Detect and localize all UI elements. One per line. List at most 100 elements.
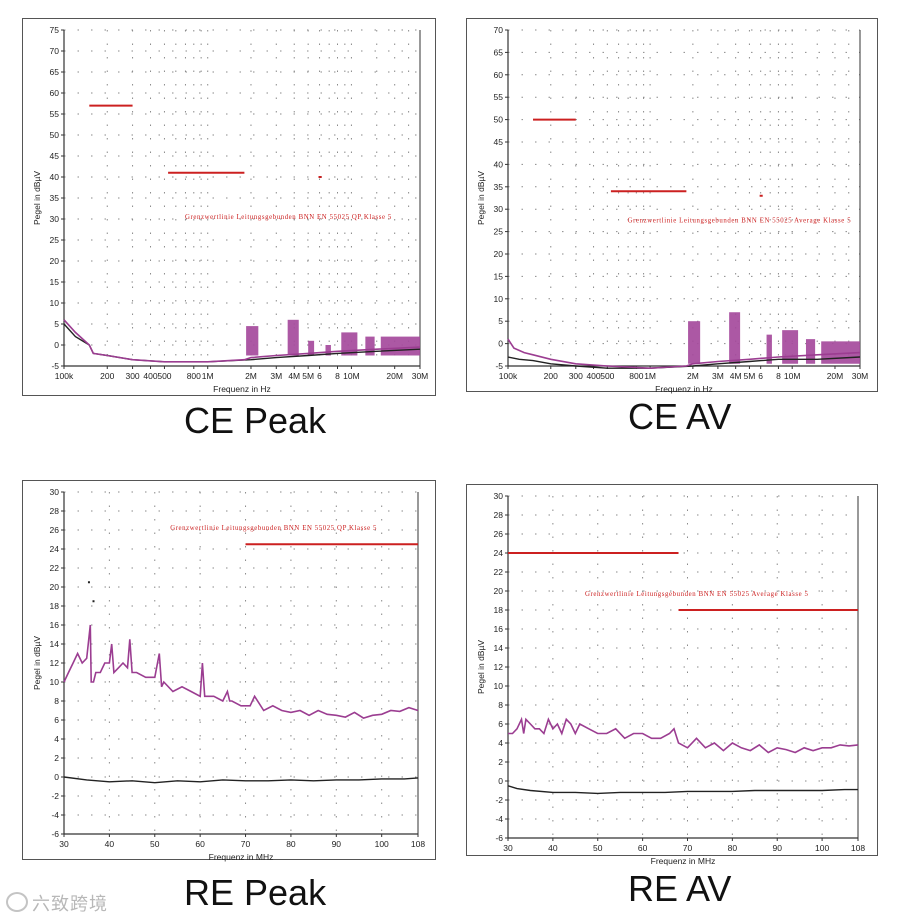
y-tick-label: 25 bbox=[50, 235, 60, 245]
y-tick-label: 10 bbox=[494, 294, 504, 304]
series-peak bbox=[63, 624, 419, 719]
chart-panel-re-av: -6 -4 -2 0 2 4 6 8 10 12 14 16 18 20 22 24 26 28 30 30 40 50 6… bbox=[466, 484, 878, 866]
x-tick-label: 10M bbox=[343, 371, 360, 381]
y-tick-label: -6 bbox=[495, 833, 503, 843]
y-tick-label: 22 bbox=[50, 563, 60, 573]
x-tick-label: 300 bbox=[125, 371, 139, 381]
series-baseline bbox=[63, 776, 419, 784]
y-tick-label: 30 bbox=[494, 491, 504, 501]
x-tick-label: 1M bbox=[644, 371, 656, 381]
x-axis-label: Frequenz in MHz bbox=[651, 856, 716, 866]
y-tick-label: 35 bbox=[494, 182, 504, 192]
y-tick-label: 0 bbox=[54, 772, 59, 782]
y-axis-label: Pegel in dBµV bbox=[476, 171, 486, 225]
caption-re-av: RE AV bbox=[628, 868, 732, 909]
series-baseline bbox=[507, 785, 858, 795]
y-axis-label: Pegel in dBµV bbox=[32, 636, 42, 690]
x-tick-label: 6 bbox=[758, 371, 763, 381]
peak-band bbox=[766, 334, 772, 364]
y-tick-label: 24 bbox=[494, 548, 504, 558]
y-tick-label: 14 bbox=[50, 639, 60, 649]
limit-annotation: Grenzwertlinie Leitungsgebunden BNN EN 5… bbox=[170, 525, 377, 532]
logo-icon bbox=[6, 892, 28, 912]
y-tick-label: -6 bbox=[51, 829, 59, 839]
x-tick-label: 30M bbox=[852, 371, 869, 381]
x-axis-label: Frequenz in Hz bbox=[655, 384, 713, 394]
y-tick-label: 0 bbox=[54, 340, 59, 350]
peak-band bbox=[729, 312, 741, 364]
caption-re-peak: RE Peak bbox=[184, 872, 327, 913]
x-tick-label: 8 bbox=[335, 371, 340, 381]
x-tick-label: 400 bbox=[586, 371, 600, 381]
y-tick-label: 5 bbox=[54, 319, 59, 329]
panel-frame bbox=[466, 484, 878, 856]
y-tick-label: 20 bbox=[494, 586, 504, 596]
y-tick-label: 22 bbox=[494, 567, 504, 577]
x-tick-label: 800 bbox=[187, 371, 201, 381]
panel-frame bbox=[22, 18, 436, 396]
chart-ce-peak: -5 0 5 10 15 20 25 30 35 40 45 50 55 60 65 70 75 100k 200 3… bbox=[22, 18, 436, 396]
y-tick-label: 15 bbox=[494, 271, 504, 281]
y-tick-label: 5 bbox=[498, 316, 503, 326]
x-tick-label: 100k bbox=[499, 371, 518, 381]
y-tick-label: 70 bbox=[494, 25, 504, 35]
y-tick-label: 45 bbox=[50, 151, 60, 161]
y-tick-label: 4 bbox=[498, 738, 503, 748]
chart-panel-ce-peak: -5 0 5 10 15 20 25 30 35 40 45 50 55 60 65 70 75 100k 200 3… bbox=[22, 18, 436, 396]
y-tick-label: 26 bbox=[50, 525, 60, 535]
y-tick-label: 4 bbox=[54, 734, 59, 744]
x-tick-label: 500 bbox=[600, 371, 614, 381]
y-tick-label: -5 bbox=[495, 361, 503, 371]
y-tick-label: 45 bbox=[494, 137, 504, 147]
y-tick-label: 70 bbox=[50, 46, 60, 56]
y-tick-label: 6 bbox=[54, 715, 59, 725]
x-tick-label: 108 bbox=[411, 839, 425, 849]
x-tick-label: 50 bbox=[150, 839, 160, 849]
y-tick-label: 60 bbox=[50, 88, 60, 98]
y-tick-label: 24 bbox=[50, 544, 60, 554]
y-tick-label: -2 bbox=[51, 791, 59, 801]
y-tick-label: -4 bbox=[495, 814, 503, 824]
y-tick-label: 30 bbox=[494, 204, 504, 214]
x-tick-label: 400 bbox=[143, 371, 157, 381]
x-tick-label: 6 bbox=[317, 371, 322, 381]
chart-panel-ce-av: -5 0 5 10 15 20 25 30 35 40 45 50 55 60 65 70 100k 200 300… bbox=[466, 18, 878, 394]
peak-band bbox=[805, 339, 816, 364]
y-tick-label: 30 bbox=[50, 214, 60, 224]
x-tick-label: 100 bbox=[815, 843, 829, 853]
y-tick-label: 8 bbox=[498, 700, 503, 710]
peak-band bbox=[308, 340, 315, 356]
series-peak bbox=[507, 338, 861, 370]
x-tick-label: 20M bbox=[827, 371, 844, 381]
chart-ce-av: -5 0 5 10 15 20 25 30 35 40 45 50 55 60 65 70 100k 200 300… bbox=[466, 18, 878, 394]
x-tick-label: 80 bbox=[286, 839, 296, 849]
caption-ce-peak: CE Peak bbox=[184, 400, 327, 441]
x-tick-label: 90 bbox=[332, 839, 342, 849]
caption-ce-av: CE AV bbox=[628, 396, 732, 437]
y-tick-label: 55 bbox=[494, 92, 504, 102]
y-tick-label: -4 bbox=[51, 810, 59, 820]
x-tick-label: 200 bbox=[544, 371, 558, 381]
watermark: 六致跨境 bbox=[6, 890, 108, 916]
y-tick-label: 16 bbox=[494, 624, 504, 634]
x-tick-label: 10M bbox=[784, 371, 801, 381]
y-tick-label: 25 bbox=[494, 227, 504, 237]
x-tick-label: 5M bbox=[302, 371, 314, 381]
x-tick-label: 200 bbox=[100, 371, 114, 381]
x-tick-label: 30M bbox=[412, 371, 429, 381]
x-tick-label: 100 bbox=[375, 839, 389, 849]
peak-band bbox=[380, 336, 420, 356]
x-tick-label: 40 bbox=[548, 843, 558, 853]
y-axis-label: Pegel in dBµV bbox=[32, 171, 42, 225]
limit-annotation: Grenzwertlinie Leitungsgebunden BNN EN 5… bbox=[185, 214, 392, 221]
y-tick-label: 20 bbox=[50, 256, 60, 266]
x-tick-label: 30 bbox=[59, 839, 69, 849]
y-tick-label: 10 bbox=[50, 298, 60, 308]
y-tick-label: 20 bbox=[50, 582, 60, 592]
y-tick-label: 35 bbox=[50, 193, 60, 203]
point-marker bbox=[87, 581, 90, 584]
x-axis-label: Frequenz in Hz bbox=[213, 384, 271, 394]
y-tick-label: 14 bbox=[494, 643, 504, 653]
